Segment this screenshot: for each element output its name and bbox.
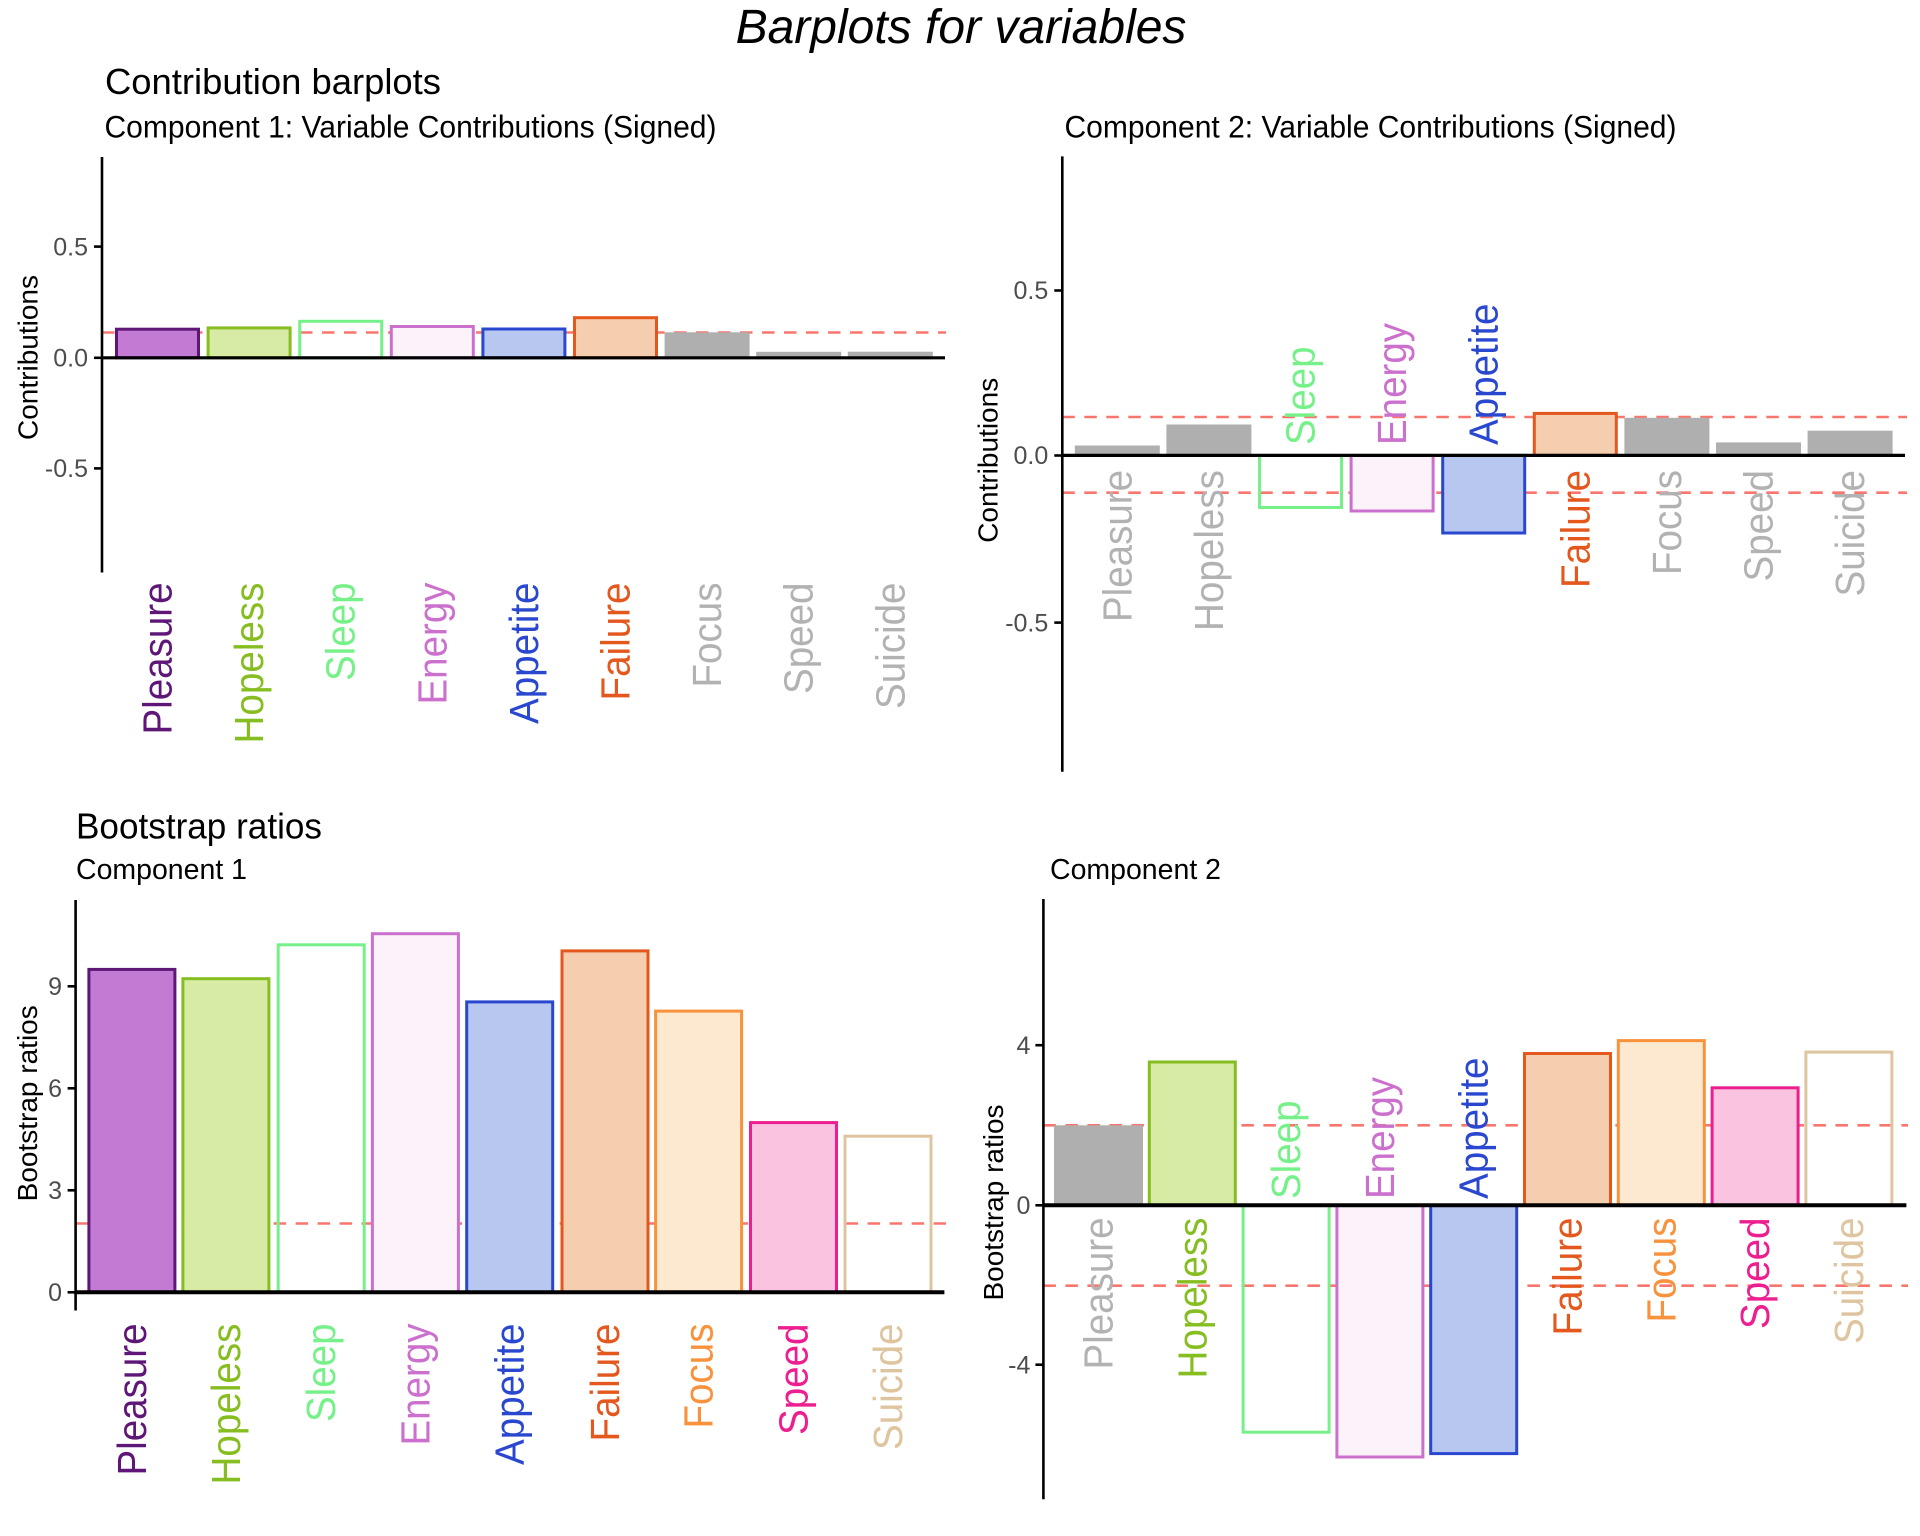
svg-text:0: 0 bbox=[48, 1279, 62, 1307]
svg-text:Suicide: Suicide bbox=[1827, 470, 1873, 597]
svg-text:Pleasure: Pleasure bbox=[1076, 1218, 1122, 1370]
svg-text:Bootstrap ratios: Bootstrap ratios bbox=[12, 1005, 43, 1201]
svg-text:Pleasure: Pleasure bbox=[1094, 470, 1140, 622]
svg-text:Sleep: Sleep bbox=[1278, 347, 1324, 446]
svg-text:0.5: 0.5 bbox=[53, 233, 88, 261]
svg-text:Hopeless: Hopeless bbox=[1186, 470, 1232, 631]
svg-text:Appetite: Appetite bbox=[1451, 1058, 1497, 1200]
svg-text:-4: -4 bbox=[1008, 1351, 1030, 1379]
svg-text:Component 2: Variable Contribu: Component 2: Variable Contributions (Sig… bbox=[1065, 109, 1677, 145]
svg-text:9: 9 bbox=[48, 973, 62, 1001]
svg-text:0.0: 0.0 bbox=[53, 345, 88, 373]
svg-text:Focus: Focus bbox=[676, 1324, 722, 1429]
svg-text:0.0: 0.0 bbox=[1014, 442, 1049, 470]
svg-text:Speed: Speed bbox=[771, 1324, 817, 1436]
svg-text:Appetite: Appetite bbox=[1461, 304, 1507, 446]
svg-text:Contribution barplots: Contribution barplots bbox=[105, 61, 441, 102]
svg-text:Pleasure: Pleasure bbox=[135, 583, 181, 735]
svg-text:Failure: Failure bbox=[582, 1324, 628, 1442]
svg-text:Bootstrap ratios: Bootstrap ratios bbox=[978, 1104, 1009, 1300]
svg-text:Sleep: Sleep bbox=[1263, 1101, 1309, 1200]
svg-text:Component 1: Component 1 bbox=[76, 854, 247, 886]
svg-text:Suicide: Suicide bbox=[865, 1324, 911, 1451]
svg-text:Speed: Speed bbox=[776, 583, 822, 695]
svg-text:Hopeless: Hopeless bbox=[203, 1324, 249, 1485]
svg-text:Contributions: Contributions bbox=[12, 275, 43, 440]
svg-text:Suicide: Suicide bbox=[1826, 1218, 1872, 1345]
svg-text:Failure: Failure bbox=[1552, 470, 1598, 588]
svg-text:3: 3 bbox=[48, 1177, 62, 1205]
svg-text:Speed: Speed bbox=[1736, 470, 1782, 582]
svg-text:Sleep: Sleep bbox=[318, 583, 364, 682]
svg-text:0: 0 bbox=[1016, 1192, 1030, 1220]
svg-text:Suicide: Suicide bbox=[867, 583, 913, 710]
svg-text:0.5: 0.5 bbox=[1014, 277, 1049, 305]
svg-text:Energy: Energy bbox=[409, 582, 455, 704]
svg-text:Appetite: Appetite bbox=[501, 583, 547, 725]
svg-text:Hopeless: Hopeless bbox=[1169, 1218, 1215, 1379]
svg-text:Pleasure: Pleasure bbox=[109, 1324, 155, 1476]
svg-text:Energy: Energy bbox=[1357, 1077, 1403, 1199]
svg-text:-0.5: -0.5 bbox=[1005, 609, 1048, 637]
svg-text:Barplots for variables: Barplots for variables bbox=[736, 1, 1187, 54]
svg-text:Bootstrap ratios: Bootstrap ratios bbox=[76, 805, 322, 846]
svg-text:Speed: Speed bbox=[1732, 1218, 1778, 1330]
svg-text:Focus: Focus bbox=[684, 583, 730, 688]
svg-text:Sleep: Sleep bbox=[298, 1324, 344, 1423]
svg-text:Focus: Focus bbox=[1644, 470, 1690, 575]
svg-text:Failure: Failure bbox=[593, 583, 639, 701]
svg-text:Focus: Focus bbox=[1638, 1218, 1684, 1323]
svg-text:4: 4 bbox=[1016, 1032, 1030, 1060]
svg-text:6: 6 bbox=[48, 1075, 62, 1103]
svg-text:Hopeless: Hopeless bbox=[226, 583, 272, 744]
svg-text:Component 1: Variable Contribu: Component 1: Variable Contributions (Sig… bbox=[105, 109, 717, 145]
svg-text:Contributions: Contributions bbox=[973, 378, 1004, 543]
svg-text:Failure: Failure bbox=[1545, 1218, 1591, 1336]
svg-text:Energy: Energy bbox=[1369, 323, 1415, 445]
svg-text:-0.5: -0.5 bbox=[45, 455, 88, 483]
svg-text:Component 2: Component 2 bbox=[1050, 854, 1221, 886]
svg-text:Energy: Energy bbox=[392, 1323, 438, 1445]
svg-text:Appetite: Appetite bbox=[487, 1324, 533, 1466]
